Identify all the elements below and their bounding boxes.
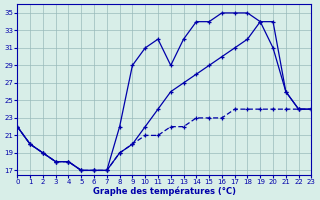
X-axis label: Graphe des températures (°C): Graphe des températures (°C)	[93, 186, 236, 196]
